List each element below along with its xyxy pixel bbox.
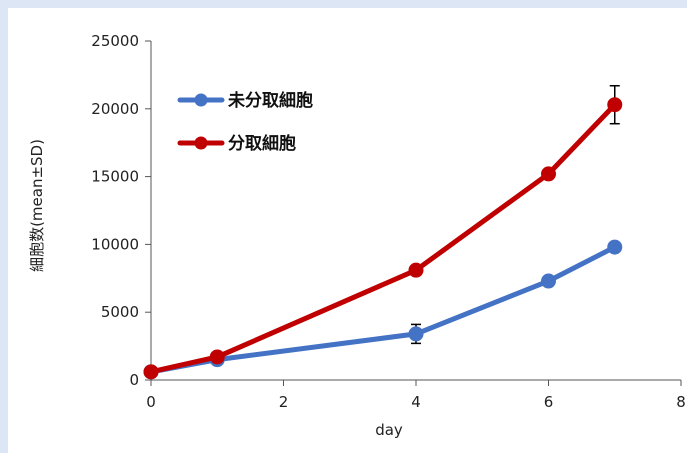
y-tick-label: 20000: [91, 100, 139, 118]
data-point: [408, 262, 424, 278]
data-point: [607, 97, 623, 113]
x-tick-label: 8: [676, 393, 686, 411]
legend-label: 未分取細胞: [227, 90, 313, 111]
x-tick-label: 0: [146, 393, 156, 411]
x-tick-label: 4: [411, 393, 421, 411]
legend-item-2: 分取細胞: [177, 133, 296, 154]
x-axis-title: day: [375, 421, 403, 439]
data-point: [541, 166, 556, 182]
data-point: [143, 364, 159, 380]
line-chart: 0 5000 10000 15000 20000 25000 0 2 4 6 8 day 細胞数(mea…: [28, 32, 686, 439]
y-tick-label: 10000: [91, 235, 139, 253]
x-tick-label: 2: [279, 393, 289, 411]
y-tick-label: 0: [129, 371, 139, 389]
legend-marker: [194, 93, 208, 107]
legend-label: 分取細胞: [228, 133, 296, 154]
data-point: [209, 349, 225, 365]
axes: 0 5000 10000 15000 20000 25000 0 2 4 6 8 day 細胞数(mea…: [28, 32, 686, 439]
x-tick-label: 6: [544, 393, 554, 411]
y-tick-label: 15000: [91, 168, 139, 186]
data-point: [607, 239, 623, 255]
legend-item-1: 未分取細胞: [177, 90, 313, 111]
y-tick-label: 25000: [91, 32, 139, 50]
data-point: [541, 273, 556, 289]
legend-marker: [194, 136, 208, 150]
data-point: [408, 326, 424, 342]
y-axis-title: 細胞数(mean±SD): [28, 139, 46, 272]
series-layer: [143, 84, 623, 380]
series-2: [143, 84, 623, 380]
chart-frame: 0 5000 10000 15000 20000 25000 0 2 4 6 8 day 細胞数(mea…: [8, 8, 687, 453]
y-tick-label: 5000: [101, 303, 139, 321]
